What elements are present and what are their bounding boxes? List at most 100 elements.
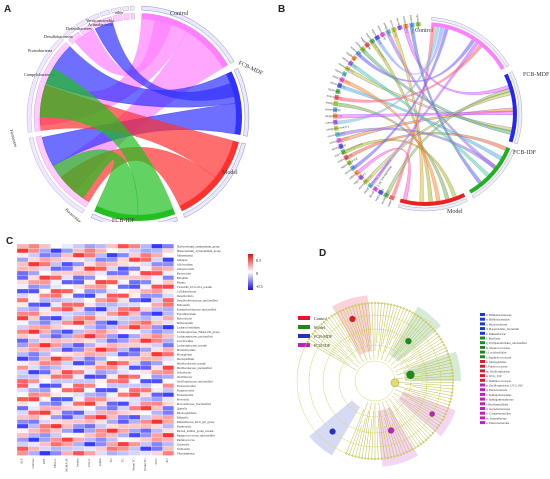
tree-branch: [368, 303, 372, 336]
heatmap-cell: [84, 450, 96, 456]
heatmap-cell: [151, 252, 163, 258]
tree-node: [364, 302, 367, 305]
genus-arc: [388, 194, 395, 201]
heatmap-cell: [140, 315, 152, 321]
heatmap-cell: [106, 248, 118, 254]
heatmap-cell: [50, 441, 62, 447]
heatmap-cell: [84, 275, 96, 281]
heatmap-cell: [95, 446, 107, 452]
genus-label: Butyricicoccus: [388, 19, 398, 38]
heatmap-cell: [95, 297, 107, 303]
tree-branch: [386, 305, 395, 337]
heatmap-cell: [16, 270, 29, 276]
row-label: Rikenellaceae_RC9_gut_group: [177, 420, 215, 424]
heatmap-cell: [117, 378, 130, 384]
heatmap-cell: [84, 387, 96, 393]
tree-node: [417, 315, 420, 318]
heatmap-cell: [95, 315, 107, 321]
row-label: Lachnospiraceae_norank: [177, 344, 207, 348]
heatmap-cell: [72, 387, 85, 393]
taxa-swatch: [480, 383, 485, 387]
heatmap-cell: [151, 410, 163, 416]
heatmap-cell: [16, 360, 29, 366]
tree-branch: [404, 375, 453, 380]
heatmap-cell: [16, 293, 29, 299]
heatmap-cell: [140, 365, 152, 371]
heatmap-cell: [39, 293, 51, 299]
heatmap-cell: [84, 248, 96, 254]
tree-branch: [392, 336, 440, 369]
heatmap-cell: [151, 338, 163, 344]
heatmap-cell: [61, 383, 74, 389]
heatmap-cell: [117, 396, 130, 402]
genus-arc: [338, 143, 344, 150]
heatmap-cell: [84, 288, 96, 294]
heatmap-cell: [61, 378, 74, 384]
heatmap-cell: [39, 306, 51, 312]
heatmap-cell: [140, 342, 152, 348]
tree-node: [414, 446, 417, 449]
phylum-label: Proteobacteria: [28, 48, 52, 53]
heatmap-cell: [162, 365, 174, 371]
row-label: Bilophila: [177, 276, 189, 280]
phylum-label: Deferribacteres: [66, 26, 92, 31]
heatmap-cell: [61, 428, 74, 434]
heatmap-cell: [72, 423, 85, 429]
tree-node: [431, 432, 434, 435]
heatmap-cell: [39, 351, 51, 357]
heatmap-cell: [72, 248, 85, 254]
heatmap-cell: [95, 306, 107, 312]
heatmap-cell: [39, 410, 51, 416]
tree-node: [354, 304, 357, 307]
heatmap-cell: [106, 396, 118, 402]
heatmap-cell: [95, 410, 107, 416]
tree-node: [373, 301, 376, 304]
heatmap-cell: [106, 338, 118, 344]
tree-node: [402, 452, 405, 455]
tree-node: [451, 368, 454, 371]
heatmap-cell: [151, 437, 163, 443]
group-label: Model: [222, 170, 238, 176]
heatmap-cell: [128, 401, 141, 407]
heatmap-cell: [84, 423, 96, 429]
heatmap-cell: [50, 428, 62, 434]
heatmap-cell: [128, 360, 141, 366]
heatmap-cell: [72, 374, 85, 380]
heatmap-cell: [162, 311, 174, 317]
genus-label: others: [386, 200, 393, 209]
heatmap-cell: [140, 324, 152, 330]
row-label: Veillonella: [177, 447, 191, 451]
tree-node: [333, 313, 336, 316]
heatmap-cell: [61, 257, 74, 263]
tree-node: [323, 320, 326, 323]
tree-branch: [411, 333, 438, 354]
heatmap-cell: [61, 437, 74, 443]
column-label: HOMA-IR: [64, 459, 68, 472]
tree-node: [429, 434, 432, 437]
heatmap-cell: [117, 270, 130, 276]
heatmap-cell: [84, 320, 96, 326]
heatmap-cell: [61, 243, 74, 249]
heatmap-cell: [61, 311, 74, 317]
heatmap-cell: [28, 374, 40, 380]
heatmap-cell: [95, 248, 107, 254]
heatmap-cell: [128, 378, 141, 384]
tick-ring: [89, 13, 100, 22]
tree-node: [325, 318, 328, 321]
tree-branch: [361, 304, 371, 352]
genus-label: Ruminococcus: [326, 131, 345, 139]
phylum-label: Verrucomicrobia: [86, 18, 114, 23]
tree-node: [429, 325, 432, 328]
heatmap-cell: [72, 338, 85, 344]
heatmap-cell: [50, 351, 62, 357]
tree-branch: [402, 393, 446, 415]
heatmap-cell: [140, 351, 152, 357]
heatmap-cell: [61, 252, 74, 258]
genus-arc: [374, 34, 381, 41]
genus-arc: [333, 107, 338, 113]
heatmap-cell: [95, 441, 107, 447]
heatmap-cell: [72, 437, 85, 443]
heatmap-cell: [72, 257, 85, 263]
heatmap-cell: [151, 401, 163, 407]
heatmap-cell: [117, 342, 130, 348]
